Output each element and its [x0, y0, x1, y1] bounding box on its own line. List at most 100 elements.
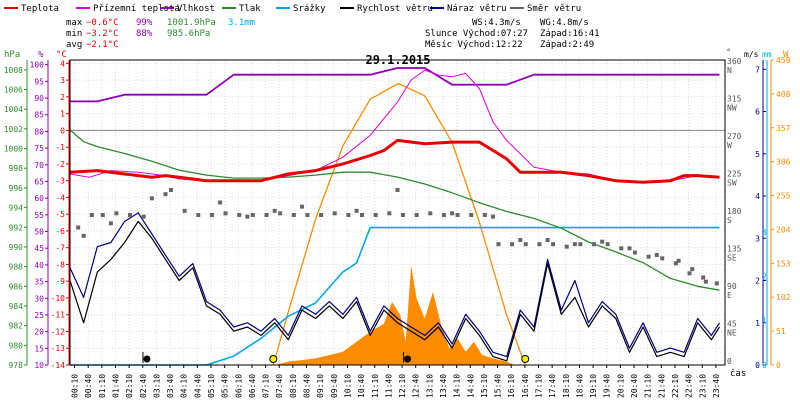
time-label: 07:40 [275, 374, 284, 398]
time-label: 03:40 [166, 374, 175, 398]
axis-pressure-label: 1004 [4, 105, 23, 114]
time-label: 03:10 [152, 374, 161, 398]
moon-marker-moonset [143, 355, 151, 363]
stats-block: max −0.6°C 99% 1001.9hPa 3.1mm min −3.2°… [66, 18, 255, 50]
wind-direction-point [510, 242, 515, 247]
time-label: 04:10 [180, 374, 189, 398]
axis-rain-label: 2 [762, 272, 767, 281]
wind-direction-point [551, 242, 556, 247]
time-label: 23:40 [712, 374, 721, 398]
time-label: 10:40 [357, 374, 366, 398]
axis-temp-label: -4 [55, 193, 65, 202]
axis-pressure-label: 982 [9, 322, 24, 331]
axis-wind-label: 4 [755, 192, 760, 201]
axis-radiation-label: 459 [776, 56, 791, 65]
time-label: 07:10 [262, 374, 271, 398]
time-label: 15:40 [494, 374, 503, 398]
legend-label-5: Rychlost větru [357, 4, 433, 14]
wind-direction-point [250, 213, 255, 217]
wind-direction-point [223, 211, 228, 216]
time-label: 09:40 [330, 374, 339, 398]
wind-direction-point [578, 242, 583, 247]
time-label: 16:10 [507, 374, 516, 398]
time-label: 18:40 [575, 374, 584, 398]
wind-direction-point [128, 213, 133, 217]
axis-temp-label: -7 [55, 244, 65, 253]
axis-wind-label: 3 [755, 234, 760, 243]
wind-direction-point [469, 213, 474, 217]
axis-direction-label: 225 [727, 170, 742, 179]
time-label: 16:40 [521, 374, 530, 398]
stat-max-hum: 99% [136, 18, 153, 28]
time-label: 19:40 [603, 374, 612, 398]
plot-frame [69, 59, 726, 366]
time-label: 04:40 [193, 374, 202, 398]
wind-direction-point [360, 213, 365, 217]
wind-direction-point [299, 204, 304, 209]
axis-humidity-label: 10 [34, 361, 44, 370]
time-label: 00:40 [84, 374, 93, 398]
axis-pressure-label: 1008 [4, 66, 23, 75]
wind-direction-point [660, 256, 665, 261]
axis-radiation-label: 0 [776, 361, 781, 370]
axis-humidity-label: 65 [34, 177, 44, 186]
wind-direction-point [209, 213, 214, 217]
axis-pressure-label: 990 [9, 243, 24, 252]
wind-direction-point [619, 246, 624, 251]
axis-wind-label: 6 [755, 108, 760, 117]
axis-humidity-label: 90 [34, 94, 44, 103]
wind-direction-point [237, 213, 242, 217]
sun-marker-sunset [521, 355, 530, 363]
wind-direction-point [114, 211, 119, 216]
axis-direction-label: SW [727, 179, 737, 188]
wind-direction-point [332, 211, 337, 216]
axis-temp-label: -13 [51, 344, 66, 353]
axis-direction-label: 270 [727, 132, 742, 141]
time-label: 01:40 [111, 374, 120, 398]
series-naraz-vetru [69, 212, 721, 358]
solar-curve [272, 83, 526, 366]
axis-unit-labels: hPa % °C ° m/s mm W čas [4, 48, 789, 379]
wind-direction-point [264, 213, 269, 217]
moon-marker-moonrise [404, 355, 412, 363]
time-label: 14:10 [453, 374, 462, 398]
stat-max-label: max [66, 18, 83, 28]
axis-direction-label: 45 [727, 320, 737, 329]
stat-max-press: 1001.9hPa [167, 18, 216, 28]
wind-direction-point [196, 213, 201, 217]
time-label: 12:40 [412, 374, 421, 398]
wind-direction-point [278, 211, 283, 216]
info-sunrise: Slunce Východ:07:27 [425, 29, 528, 39]
time-label: 02:10 [125, 374, 134, 398]
wind-direction-point [687, 271, 692, 276]
axis-humidity-label: 55 [34, 211, 44, 220]
series-tlak [69, 129, 720, 291]
plot-area [69, 60, 725, 366]
axis-temp-label: 4 [60, 59, 65, 68]
time-label: 10:10 [343, 374, 352, 398]
axis-humidity-label: 50 [34, 228, 44, 237]
time-label: 22:10 [671, 374, 680, 398]
axis-temp-label: 1 [60, 110, 65, 119]
unit-time: čas [730, 368, 746, 379]
unit-humidity: % [38, 50, 44, 60]
axis-direction-label: SE [727, 254, 737, 263]
stat-min-hum: 88% [136, 29, 153, 39]
time-label: 17:10 [535, 374, 544, 398]
stat-min-temp: −3.2°C [86, 29, 119, 39]
legend-label-7: Směr větru [527, 4, 581, 14]
time-label: 23:10 [698, 374, 707, 398]
axis-temp-label: -12 [51, 327, 66, 336]
sun-marker-sunrise [269, 355, 278, 363]
wind-direction-point [319, 213, 324, 217]
axis-pressure-label: 980 [9, 341, 24, 350]
time-label: 13:40 [439, 374, 448, 398]
time-label: 11:40 [384, 374, 393, 398]
wind-direction-point [272, 208, 277, 213]
wind-direction-point [346, 213, 351, 217]
axis-wind-label: 2 [755, 277, 760, 286]
axis-humidity-label: 15 [34, 344, 44, 353]
time-label: 02:40 [139, 374, 148, 398]
chart-title: 29.1.2015 [365, 53, 430, 67]
